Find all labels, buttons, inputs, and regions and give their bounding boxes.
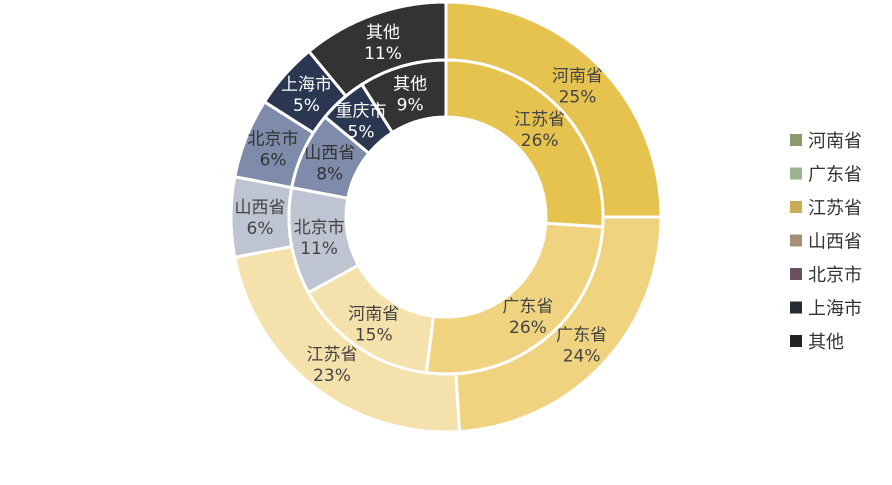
- inner-slice-0: [444, 58, 605, 229]
- inner-slice-label-2: 河南省 15%: [348, 304, 399, 345]
- outer-slice-label-1: 广东省 24%: [556, 325, 607, 366]
- slice-labels: 河南省 25% 广东省 24% 江苏省 23% 山西省 6% 北京市 6% 上海市 5% 其他 11% 江苏…: [235, 23, 608, 386]
- legend-label-6: 其他: [808, 332, 844, 353]
- legend-label-2: 江苏省: [808, 198, 862, 219]
- outer-slice-label-3: 山西省 6%: [235, 198, 286, 239]
- legend-label-3: 山西省: [808, 232, 862, 253]
- legend-swatch-5: [790, 301, 802, 314]
- inner-slice-label-5: 重庆市 5%: [336, 102, 387, 143]
- legend-swatch-3: [790, 234, 802, 247]
- legend-swatch-4: [790, 268, 802, 280]
- outer-slice-label-5: 上海市 5%: [281, 75, 332, 116]
- legend-label-5: 上海市: [808, 299, 862, 320]
- legend-swatch-1: [790, 167, 802, 180]
- legend-label-4: 北京市: [808, 265, 862, 286]
- outer-slice-label-6: 其他 11%: [364, 23, 402, 64]
- legend-swatch-2: [790, 201, 802, 213]
- donut-rings: [229, 0, 663, 434]
- legend-swatch-6: [790, 335, 802, 347]
- legend-swatch-0: [790, 134, 802, 146]
- inner-slice-label-3: 北京市 11%: [294, 218, 345, 259]
- inner-slice-label-6: 其他 9%: [393, 75, 427, 116]
- inner-slice-1: [424, 221, 605, 376]
- legend-label-0: 河南省: [808, 131, 862, 152]
- inner-slice-6: [359, 58, 448, 135]
- legend-label-1: 广东省: [808, 165, 862, 186]
- outer-slice-label-4: 北京市 6%: [248, 130, 299, 171]
- inner-slice-label-4: 山西省 8%: [304, 143, 355, 184]
- inner-slice-label-1: 广东省 26%: [502, 297, 553, 338]
- outer-slice-label-0: 河南省 25%: [552, 66, 603, 107]
- inner-slice-label-0: 江苏省 26%: [514, 110, 565, 151]
- outer-slice-label-2: 江苏省 23%: [306, 345, 357, 386]
